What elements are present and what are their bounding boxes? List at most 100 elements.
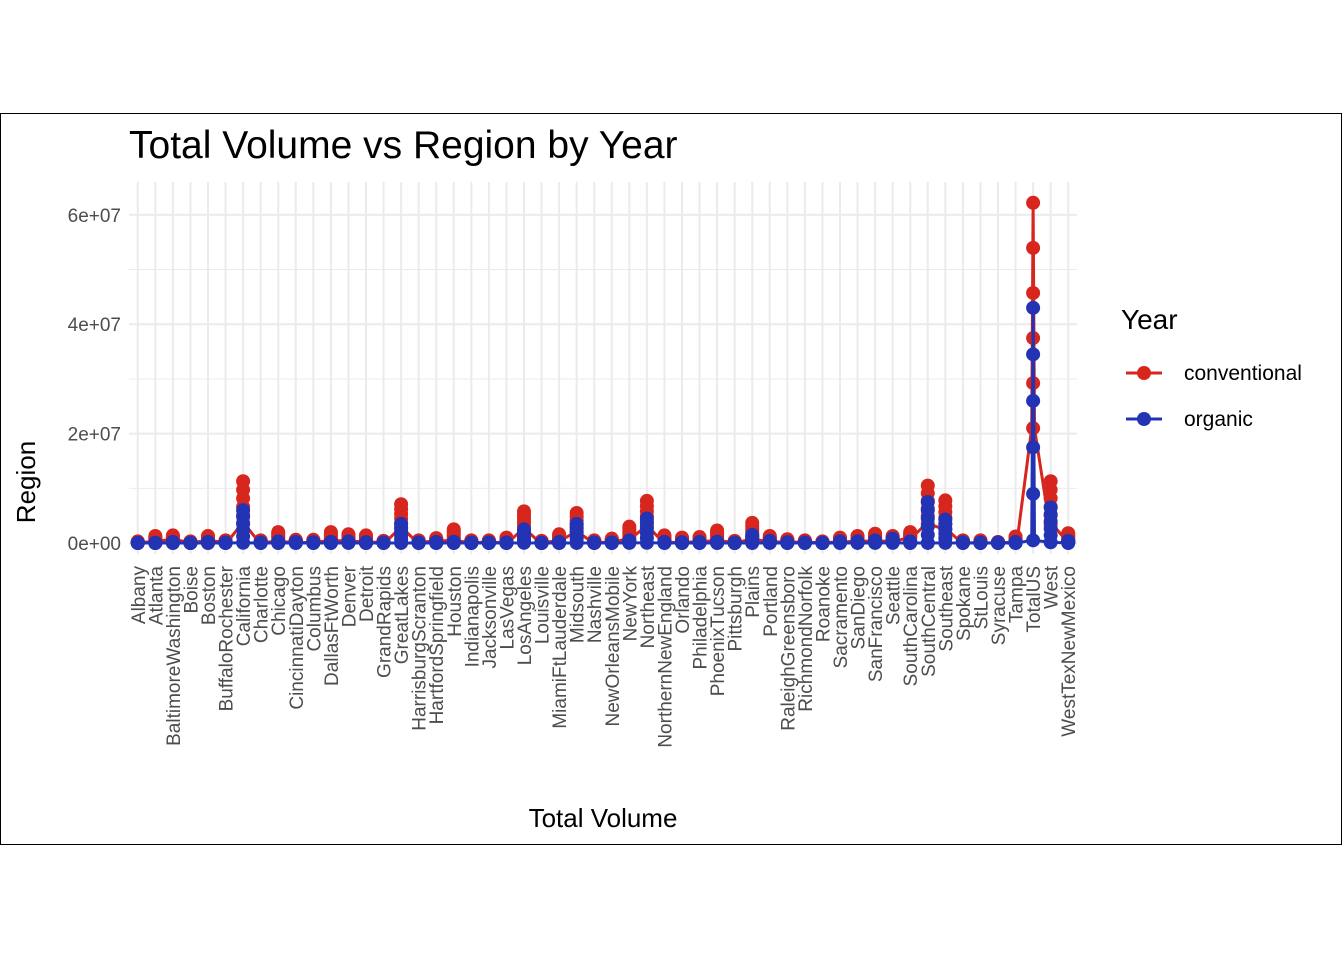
- x-tick-label: StLouis: [971, 566, 992, 629]
- x-tick-label: SouthCentral: [919, 566, 940, 677]
- y-axis-title: Region: [11, 441, 41, 523]
- chart: 0e+00 2e+07 4e+07 6e+07 AlbanyAtlantaBaltim…: [11, 124, 1302, 833]
- x-tick-label: WestTexNewMexico: [1059, 566, 1080, 737]
- data-point: [464, 535, 479, 550]
- x-tick-label: Portland: [761, 566, 782, 637]
- legend-title: Year: [1121, 304, 1178, 335]
- data-point: [745, 515, 760, 530]
- series-layer: [130, 195, 1076, 551]
- data-point: [534, 535, 549, 550]
- data-point: [991, 535, 1005, 550]
- data-point: [710, 523, 725, 538]
- data-point: [1026, 440, 1041, 455]
- x-tick-label: Pittsburgh: [726, 566, 747, 652]
- y-axis-ticks: 0e+00 2e+07 4e+07 6e+07: [68, 206, 121, 555]
- y-tick-label: 6e+07: [68, 206, 121, 227]
- data-point: [780, 535, 795, 550]
- data-point: [920, 495, 935, 510]
- legend: Year conventional organic: [1121, 304, 1302, 431]
- x-tick-label: Nashville: [585, 566, 606, 643]
- data-point: [165, 534, 180, 549]
- legend-key-point: [1137, 412, 1151, 426]
- x-tick-label: RaleighGreensboro: [778, 566, 799, 731]
- data-point: [622, 533, 637, 548]
- data-point: [692, 534, 707, 549]
- x-tick-label: Seattle: [884, 566, 905, 625]
- data-point: [675, 535, 689, 550]
- data-point: [569, 516, 584, 531]
- data-point: [323, 525, 338, 540]
- grid: [129, 182, 1077, 554]
- data-point: [359, 535, 373, 550]
- data-point: [903, 534, 918, 549]
- data-point: [253, 535, 268, 550]
- data-point: [183, 535, 198, 550]
- data-point: [1061, 533, 1076, 548]
- data-point: [938, 493, 953, 508]
- data-point: [973, 535, 988, 550]
- x-tick-label: Albany: [129, 566, 150, 625]
- x-tick-label: Midsouth: [568, 566, 589, 643]
- x-tick-label: CincinnatiDayton: [287, 566, 308, 710]
- x-tick-label: SanDiego: [849, 566, 870, 649]
- data-point: [411, 535, 426, 550]
- data-point: [815, 535, 830, 550]
- x-axis-title: Total Volume: [529, 803, 678, 833]
- data-point: [1008, 534, 1023, 549]
- data-point: [587, 535, 602, 550]
- legend-item-organic: organic: [1126, 408, 1253, 431]
- x-tick-label: LasVegas: [497, 566, 518, 649]
- data-point: [955, 535, 970, 550]
- chart-title: Total Volume vs Region by Year: [129, 124, 678, 167]
- x-tick-label: SanFrancisco: [866, 566, 887, 682]
- data-point: [201, 534, 215, 549]
- x-tick-label: Plains: [743, 566, 764, 618]
- data-point: [1026, 533, 1041, 548]
- chart-frame: 0e+00 2e+07 4e+07 6e+07 Albany Atlanta Baltim…: [0, 113, 1342, 845]
- x-tick-label: PhoenixTucson: [708, 566, 729, 696]
- x-tick-label: Spokane: [954, 566, 975, 641]
- x-tick-label: Louisville: [533, 566, 554, 644]
- data-point: [604, 535, 619, 550]
- x-tick-label: Sacramento: [831, 566, 852, 668]
- y-tick-label: 0e+00: [68, 534, 121, 555]
- x-tick-label: NewYork: [620, 566, 641, 642]
- x-tick-label: Houston: [445, 566, 466, 637]
- x-tick-label: BaltimoreWashington: [164, 566, 185, 746]
- data-point: [885, 531, 900, 546]
- data-point: [517, 522, 531, 537]
- data-point: [394, 516, 409, 531]
- data-point: [657, 534, 672, 549]
- x-tick-label: Denver: [339, 565, 360, 627]
- x-tick-label: Charlotte: [252, 566, 273, 643]
- data-point: [394, 497, 409, 512]
- x-tick-label: DallasFtWorth: [322, 566, 343, 686]
- data-point: [288, 534, 303, 549]
- x-tick-label: NewOrleansMobile: [603, 566, 624, 727]
- x-tick-label: Indianapolis: [462, 566, 483, 667]
- data-point: [517, 504, 531, 519]
- x-tick-label: Southeast: [936, 565, 957, 651]
- x-tick-label: Atlanta: [146, 566, 167, 626]
- x-tick-label: Boise: [181, 566, 202, 614]
- legend-label: conventional: [1184, 362, 1302, 385]
- data-point: [569, 505, 584, 520]
- x-tick-label: Detroit: [357, 565, 378, 622]
- data-point: [218, 535, 233, 550]
- series-conventional: [130, 195, 1076, 550]
- x-tick-label: BuffaloRochester: [217, 565, 238, 711]
- data-point: [868, 533, 883, 548]
- y-tick-label: 2e+07: [68, 425, 121, 446]
- data-point: [306, 535, 321, 550]
- x-tick-label: Orlando: [673, 566, 694, 634]
- x-tick-label: Columbus: [304, 566, 325, 652]
- data-point: [446, 534, 461, 549]
- x-tick-label: MiamiFtLauderdale: [550, 566, 571, 729]
- x-tick-label: Roanoke: [813, 566, 834, 642]
- x-tick-label: Tampa: [1007, 566, 1028, 623]
- legend-label: organic: [1184, 408, 1253, 431]
- data-point: [481, 535, 496, 550]
- data-point: [429, 534, 444, 549]
- x-tick-label: West: [1042, 565, 1063, 609]
- data-point: [1026, 285, 1041, 300]
